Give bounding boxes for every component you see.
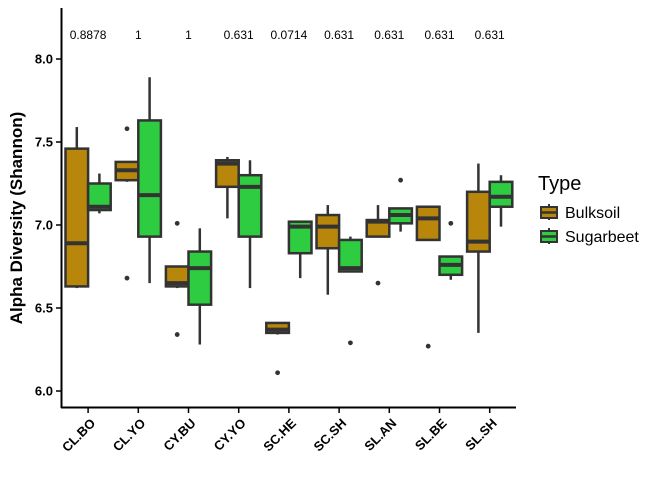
p-value-label: 0.631	[374, 28, 404, 42]
x-axis-ticks: CL.BO CL.YO CY.BU CY.YO SC.HE SC.SH SL.AN SL.BE…	[59, 408, 500, 455]
box-body	[315, 213, 341, 250]
box-sugarbeet-cy.yo	[237, 160, 263, 289]
box-body	[86, 182, 112, 212]
p-value-label: 0.631	[324, 28, 354, 42]
box-bulksoil-sl.an	[365, 205, 391, 286]
box-sugarbeet-cy.bu	[187, 228, 213, 345]
x-tick-label: SL.SH	[462, 416, 500, 454]
outlier-point	[375, 280, 381, 286]
box-bulksoil-cl.bo	[64, 127, 90, 289]
box-body	[488, 180, 514, 208]
x-tick-label: SL.AN	[361, 416, 399, 454]
box-sugarbeet-sl.be	[438, 220, 464, 280]
x-tick-label: CL.YO	[110, 416, 149, 455]
p-value-label: 0.631	[224, 28, 254, 42]
box-bulksoil-sc.he	[265, 321, 291, 376]
box-body	[337, 238, 363, 273]
legend-label: Bulksoil	[565, 205, 620, 222]
y-tick-label: 6.5	[35, 301, 53, 316]
x-tick-label: SC.HE	[260, 415, 299, 454]
outlier-point	[348, 340, 353, 346]
x-tick-label: SL.BE	[412, 415, 450, 453]
outlier-point	[174, 220, 180, 226]
box-body	[415, 205, 441, 242]
outlier-point	[398, 177, 403, 183]
y-axis-title: Alpha Diversity (Shannon)	[7, 112, 26, 325]
box-body	[287, 220, 313, 255]
p-value-label: 0.8878	[70, 28, 107, 42]
y-tick-label: 6.0	[35, 384, 53, 399]
box-sugarbeet-cl.yo	[137, 77, 163, 284]
box-bulksoil-sl.sh	[465, 163, 491, 333]
box-body	[137, 119, 163, 238]
box-body	[214, 159, 240, 189]
box-sugarbeet-sc.he	[287, 220, 313, 279]
box-body	[187, 250, 213, 306]
y-tick-label: 8.0	[35, 52, 53, 67]
outlier-point	[124, 275, 130, 281]
outlier-point	[124, 126, 130, 132]
box-bulksoil-cl.yo	[114, 126, 140, 281]
box-body	[465, 190, 491, 253]
plot-marks	[64, 77, 514, 376]
box-bulksoil-cy.bu	[164, 220, 190, 337]
box-bulksoil-sc.sh	[315, 205, 341, 295]
legend-label: Sugarbeet	[565, 229, 639, 246]
box-body	[64, 147, 90, 288]
y-tick-label: 7.5	[35, 135, 53, 150]
y-tick-label: 7.0	[35, 218, 53, 233]
box-bulksoil-sl.be	[415, 205, 441, 349]
p-value-label: 1	[185, 28, 192, 42]
p-value-label: 0.0714	[271, 28, 308, 42]
box-sugarbeet-sc.sh	[337, 236, 363, 346]
p-value-label: 0.631	[424, 28, 454, 42]
outlier-point	[174, 332, 180, 337]
x-tick-label: SC.SH	[311, 416, 350, 455]
p-value-label: 0.631	[475, 28, 505, 42]
p-value-label: 1	[135, 28, 142, 42]
legend: Type Bulksoil Sugarbeet	[538, 173, 639, 246]
box-sugarbeet-cl.bo	[86, 173, 112, 214]
box-bulksoil-cy.yo	[214, 156, 240, 219]
box-body	[237, 173, 263, 238]
y-axis-ticks: 6.0 6.5 7.0 7.5 8.0	[35, 52, 61, 399]
x-tick-label: CY.BU	[160, 416, 198, 454]
outlier-point	[275, 370, 280, 376]
legend-title: Type	[538, 173, 581, 195]
x-tick-label: CL.BO	[59, 416, 98, 455]
outlier-point	[425, 343, 431, 349]
box-sugarbeet-sl.an	[388, 177, 414, 232]
outlier-point	[448, 220, 454, 226]
box-sugarbeet-sl.sh	[488, 175, 514, 227]
x-tick-label: CY.YO	[211, 416, 249, 454]
p-value-labels: 0.8878 1 1 0.631 0.0714 0.631 0.631 0.631 0.631	[70, 28, 505, 42]
